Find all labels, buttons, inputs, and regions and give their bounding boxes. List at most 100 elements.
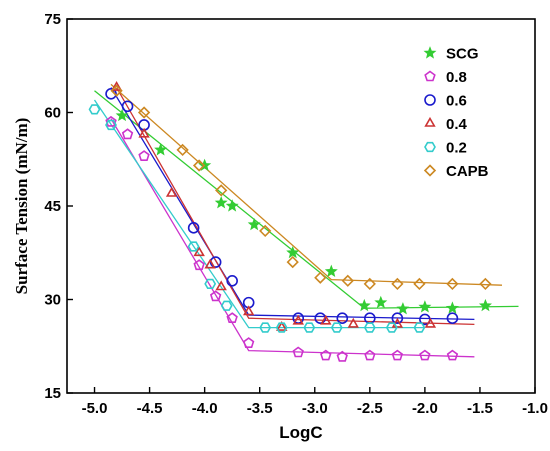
data-point-capb [479,277,492,291]
data-point-0-2 [204,278,217,290]
data-point-0-6 [226,274,238,287]
data-point-0-8 [364,349,376,361]
legend-label-capb: CAPB [446,163,489,180]
data-point-0-4 [424,317,437,328]
data-point-0-2 [259,322,272,333]
data-point-0-2 [330,322,343,333]
data-point-0-2 [275,322,288,333]
data-point-capb [192,159,206,172]
data-point-capb [413,277,426,291]
axes: -5.0 -4.5 -4.0 -3.5 -3.0 -2.5 -2.0 -1.5 -1.0 15 30… [44,11,548,417]
data-point-0-8 [209,290,222,302]
data-point-0-8 [292,346,304,358]
data-point-0-4 [292,314,304,325]
data-point-0-8 [419,349,431,361]
data-point-0-6 [121,100,134,113]
data-point-scg [478,298,492,312]
data-point-0-4 [243,305,255,316]
legend-marker-capb [423,164,437,177]
x-tick-label: -4.5 [137,400,163,417]
fit-line-0-2 [93,99,425,329]
legend-label-0-2: 0.2 [446,140,467,157]
data-point-0-2 [187,241,200,252]
data-point-0-8 [242,337,255,349]
data-point-0-4 [320,314,332,325]
data-point-capb [391,277,404,291]
data-point-0-8 [105,115,117,127]
data-point-scg [418,300,432,313]
x-tick-label: -2.0 [412,400,438,417]
data-point-scg [374,295,388,309]
data-point-scg [225,199,239,212]
data-point-0-8 [336,350,348,362]
data-point-0-6 [105,88,117,100]
data-point-0-8 [138,150,150,161]
data-point-0-4 [204,258,216,269]
data-point-0-6 [336,312,349,325]
data-point-0-2 [303,322,316,333]
data-point-0-4 [193,246,205,257]
data-point-capb [215,184,228,197]
y-tick-label: 30 [44,292,61,309]
y-tick-label: 15 [44,385,61,402]
y-axis-title: Surface Tension (mN/m) [12,118,31,295]
data-point-0-4 [165,186,178,197]
fit-line-0-6 [110,87,475,321]
data-point-capb [110,84,123,97]
data-point-capb [341,274,354,287]
data-point-0-4 [110,81,123,91]
legend-label-scg: SCG [446,46,479,63]
data-point-capb [286,255,299,269]
x-tick-label: -2.5 [357,400,383,417]
data-point-capb [259,224,272,238]
data-point-0-8 [121,128,134,140]
data-point-0-2 [363,322,376,333]
legend-label-0-6: 0.6 [446,93,467,110]
data-point-0-8 [446,349,459,361]
data-markers [88,81,492,362]
data-point-scg [198,158,212,171]
data-point-0-2 [385,322,398,333]
data-point-0-4 [215,280,227,291]
data-point-capb [176,143,189,157]
data-point-scg [286,246,300,259]
x-axis-title: LogC [279,423,322,442]
legend-marker-scg [423,46,437,59]
data-point-scg [445,301,459,314]
data-point-0-8 [320,349,332,361]
data-point-scg [247,217,261,231]
x-tick-label: -4.0 [192,400,218,417]
fit-line-0-8 [110,118,475,358]
y-tick-label: 45 [44,198,61,215]
y-tick-label: 75 [44,11,61,28]
data-point-0-6 [187,222,200,234]
data-point-scg [115,108,129,122]
data-point-capb [363,277,376,291]
legend-label-0-8: 0.8 [446,69,467,86]
x-tick-label: -1.5 [467,400,493,417]
x-tick-label: -1.0 [522,400,548,417]
data-point-0-6 [391,312,404,325]
data-point-0-4 [347,317,359,328]
x-tick-label: -3.5 [247,400,273,417]
legend-marker-0-4 [424,116,436,127]
data-point-0-4 [276,321,288,331]
data-point-0-2 [105,119,117,131]
legend-marker-0-8 [424,70,436,82]
fit-line-capb [110,83,503,286]
data-point-capb [137,106,151,119]
legend-marker-0-2 [424,141,436,153]
data-point-0-6 [446,312,459,325]
data-point-scg [154,143,168,156]
data-point-scg [324,264,338,277]
data-point-0-8 [226,312,238,324]
data-point-0-2 [413,322,426,333]
data-point-capb [446,277,459,291]
legend-label-0-4: 0.4 [446,116,468,133]
data-point-0-2 [220,300,233,311]
data-point-0-4 [391,317,404,328]
data-point-capb [314,271,327,284]
data-point-0-8 [193,259,205,271]
data-point-0-8 [391,349,404,361]
